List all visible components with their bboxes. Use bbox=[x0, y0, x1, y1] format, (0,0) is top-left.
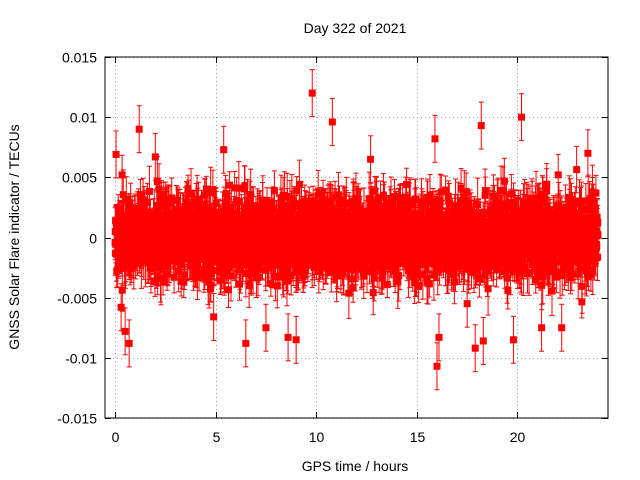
data-point bbox=[222, 198, 230, 206]
data-point bbox=[262, 266, 270, 274]
data-point bbox=[176, 208, 184, 216]
data-point bbox=[168, 194, 176, 202]
data-point bbox=[226, 181, 234, 189]
data-point bbox=[132, 259, 140, 267]
data-point bbox=[241, 205, 249, 213]
data-point bbox=[207, 282, 215, 290]
data-point bbox=[299, 235, 307, 243]
data-point bbox=[290, 199, 298, 207]
data-point bbox=[273, 282, 281, 290]
data-point bbox=[202, 268, 210, 276]
data-point bbox=[249, 206, 257, 214]
data-point bbox=[283, 265, 291, 273]
data-point bbox=[156, 194, 164, 202]
data-point bbox=[201, 191, 209, 199]
data-point bbox=[189, 230, 197, 238]
data-point bbox=[259, 196, 267, 204]
data-point bbox=[271, 272, 279, 280]
data-point bbox=[301, 197, 309, 205]
data-point bbox=[217, 276, 225, 284]
data-point bbox=[209, 186, 217, 194]
data-point bbox=[192, 200, 200, 208]
data-point bbox=[195, 270, 203, 278]
data-point bbox=[163, 270, 171, 278]
data-point bbox=[269, 262, 277, 270]
data-point bbox=[144, 228, 152, 236]
data-point bbox=[227, 272, 235, 280]
data-point bbox=[286, 201, 294, 209]
data-point bbox=[185, 204, 193, 212]
data-point bbox=[208, 269, 216, 277]
data-point bbox=[139, 201, 147, 209]
data-point bbox=[298, 206, 306, 214]
data-point bbox=[284, 276, 292, 284]
data-point bbox=[202, 185, 210, 193]
data-point bbox=[145, 187, 153, 195]
data-point bbox=[231, 184, 239, 192]
data-point bbox=[275, 259, 283, 267]
data-point bbox=[191, 270, 199, 278]
data-point bbox=[159, 278, 167, 286]
data-point bbox=[293, 187, 301, 195]
data-point bbox=[204, 258, 212, 266]
data-point bbox=[270, 187, 278, 195]
data-point bbox=[254, 265, 262, 273]
data-point bbox=[122, 253, 130, 261]
data-point bbox=[153, 206, 161, 214]
data-point bbox=[245, 282, 253, 290]
data-point bbox=[229, 251, 237, 259]
data-point bbox=[157, 274, 165, 282]
data-point bbox=[151, 277, 159, 285]
data-point bbox=[309, 216, 317, 224]
data-point bbox=[152, 264, 160, 272]
data-point bbox=[199, 255, 207, 263]
data-point bbox=[118, 286, 126, 294]
data-point bbox=[176, 255, 184, 263]
data-point bbox=[280, 273, 288, 281]
data-point bbox=[235, 198, 243, 206]
data-point bbox=[187, 189, 195, 197]
data-point bbox=[147, 263, 155, 271]
data-point bbox=[163, 205, 171, 213]
data-point bbox=[172, 197, 180, 205]
data-point bbox=[136, 191, 144, 199]
data-point bbox=[306, 205, 314, 213]
data-point bbox=[224, 286, 232, 294]
data-point bbox=[155, 185, 163, 193]
data-point bbox=[210, 257, 218, 265]
data-point bbox=[180, 271, 188, 279]
data-point bbox=[241, 182, 249, 190]
data-points bbox=[111, 69, 602, 391]
data-point bbox=[310, 264, 318, 272]
data-point bbox=[278, 250, 286, 258]
data-point bbox=[118, 171, 126, 179]
data-point bbox=[205, 278, 213, 286]
data-point bbox=[157, 191, 165, 199]
data-point bbox=[170, 273, 178, 281]
data-point bbox=[142, 209, 150, 217]
data-point bbox=[267, 198, 275, 206]
data-point bbox=[309, 197, 317, 205]
data-point bbox=[146, 221, 154, 229]
data-point bbox=[114, 265, 122, 273]
data-point bbox=[312, 211, 320, 219]
data-point bbox=[222, 190, 230, 198]
data-point bbox=[153, 177, 161, 185]
data-point bbox=[119, 191, 127, 199]
data-point bbox=[133, 205, 141, 213]
data-point bbox=[314, 191, 322, 199]
data-point bbox=[252, 261, 260, 269]
data-point bbox=[278, 211, 286, 219]
data-point bbox=[155, 257, 163, 265]
data-point bbox=[295, 180, 303, 188]
data-point bbox=[215, 212, 223, 220]
data-point bbox=[180, 278, 188, 286]
data-point bbox=[184, 184, 192, 192]
data-point bbox=[143, 199, 151, 207]
